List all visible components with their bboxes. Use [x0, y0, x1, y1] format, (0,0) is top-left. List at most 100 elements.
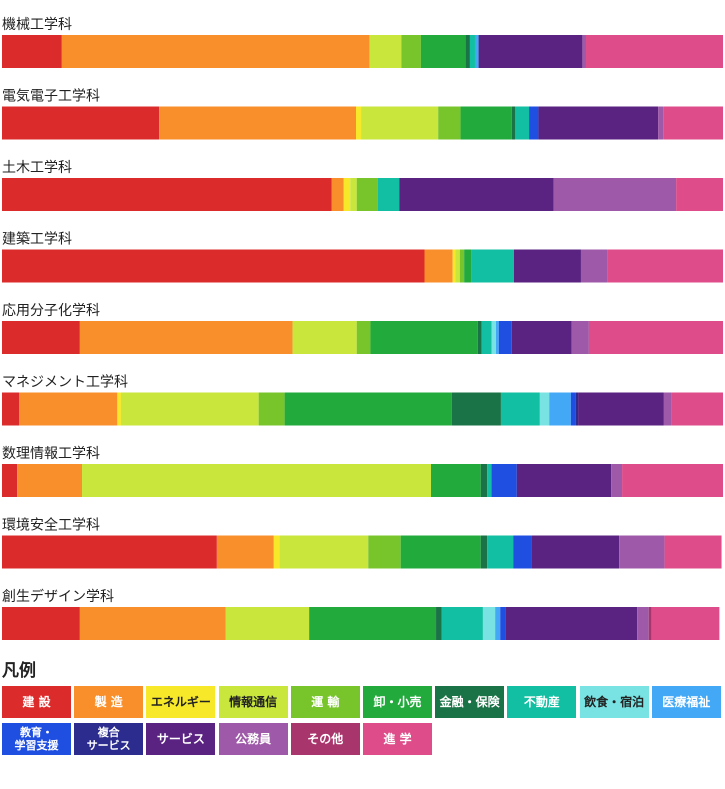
legend-item: 飲食・宿泊: [579, 686, 649, 718]
bar-segment: [539, 392, 550, 426]
bar-segment: [495, 607, 501, 640]
bar-segment: [431, 464, 481, 497]
bar-segment: [658, 106, 664, 140]
bar-segment: [481, 321, 492, 354]
legend-item: サービス: [146, 723, 216, 755]
bar-segment: [159, 106, 357, 140]
bar-segment: [292, 321, 357, 354]
legend-item: 建 設: [2, 686, 71, 718]
bar-segment: [513, 535, 532, 569]
bar-segment: [350, 178, 357, 211]
bar-segment: [273, 535, 280, 569]
bar-segment: [465, 35, 470, 68]
bar-segment: [480, 535, 488, 569]
bar-segment: [478, 35, 583, 68]
bar-segment: [500, 392, 540, 426]
category-label: 土木工学科: [2, 160, 72, 176]
bar-segment: [61, 35, 370, 68]
bar-segment: [575, 392, 579, 426]
bar-segment: [399, 178, 554, 211]
category-label: 数理情報工学科: [2, 446, 100, 462]
bar-segment: [578, 392, 664, 426]
bar-segment: [436, 607, 442, 640]
bar-segment: [79, 607, 226, 640]
legend-item: 進 学: [363, 723, 432, 755]
bar-segment: [2, 321, 80, 354]
bar-segment: [120, 392, 259, 426]
bar-segment: [459, 249, 465, 283]
bar-segment: [663, 106, 723, 140]
bar-segment: [356, 178, 378, 211]
bar-segment: [664, 535, 722, 569]
bar-segment: [82, 464, 431, 497]
bar-segment: [586, 35, 723, 68]
legend-item: 複合 サービス: [74, 723, 144, 755]
bar-segment: [401, 35, 421, 68]
bar-segment: [117, 392, 121, 426]
bar-segment: [619, 535, 665, 569]
bar-segment: [538, 106, 659, 140]
bar-segment: [529, 106, 539, 140]
bar-segment: [420, 35, 466, 68]
bar-segment: [2, 106, 160, 140]
bar-segment: [511, 321, 572, 354]
bar-segment: [2, 249, 425, 283]
bar-segment: [671, 392, 723, 426]
bar-segment: [487, 535, 514, 569]
legend-item: 医療福祉: [651, 686, 721, 718]
bar-segment: [455, 249, 460, 283]
bar-segment: [361, 106, 439, 140]
bar-segment: [356, 321, 371, 354]
bar-segment: [498, 321, 512, 354]
bar-segment: [452, 249, 456, 283]
bar-segment: [258, 392, 285, 426]
legend-item: その他: [290, 723, 360, 755]
bar-segment: [356, 106, 362, 140]
bar-segment: [343, 178, 351, 211]
bar-segment: [474, 35, 479, 68]
bar-segment: [500, 607, 506, 640]
category-label: 電気電子工学科: [2, 89, 100, 105]
bar-segment: [2, 464, 18, 497]
category-label: マネジメント工学科: [2, 375, 128, 391]
bar-segment: [582, 35, 587, 68]
bar-segment: [2, 178, 332, 211]
bar-segment: [438, 106, 461, 140]
bar-segment: [495, 321, 499, 354]
bar-segment: [622, 464, 723, 497]
category-label: 機械工学科: [2, 17, 72, 33]
bar-segment: [516, 464, 612, 497]
bar-segment: [607, 249, 723, 283]
bar-segment: [19, 392, 118, 426]
bar-segment: [531, 535, 620, 569]
bar-segment: [216, 535, 274, 569]
bar-segment: [369, 35, 402, 68]
stacked-bar-chart: 機械工学科電気電子工学科土木工学科建築工学科応用分子化学科マネジメント工学科数理…: [2, 17, 723, 640]
bar-segment: [2, 535, 217, 569]
legend-item: 情報通信: [218, 686, 288, 718]
bar-segment: [676, 178, 723, 211]
bar-segment: [505, 607, 638, 640]
bar-segment: [17, 464, 83, 497]
bar-segment: [511, 106, 516, 140]
legend-item: 公務員: [218, 723, 288, 755]
bar-segment: [2, 607, 80, 640]
bar-segment: [477, 321, 482, 354]
bar-segment: [464, 249, 472, 283]
bar-segment: [648, 607, 652, 640]
legend-item: エネルギー: [146, 686, 216, 718]
bar-segment: [480, 464, 488, 497]
bar-segment: [377, 178, 400, 211]
category-label: 環境安全工学科: [2, 517, 100, 534]
bar-segment: [570, 392, 576, 426]
legend-item: 金融・保険: [435, 686, 505, 718]
bar-segment: [284, 392, 452, 426]
bar-segment: [469, 35, 475, 68]
bar-segment: [368, 535, 401, 569]
bar-segment: [549, 392, 571, 426]
bar-segment: [515, 106, 530, 140]
bar-segment: [513, 249, 581, 283]
legend-item: 教育・ 学習支援: [2, 723, 71, 755]
bar-segment: [580, 249, 608, 283]
category-label: 建築工学科: [2, 232, 72, 248]
